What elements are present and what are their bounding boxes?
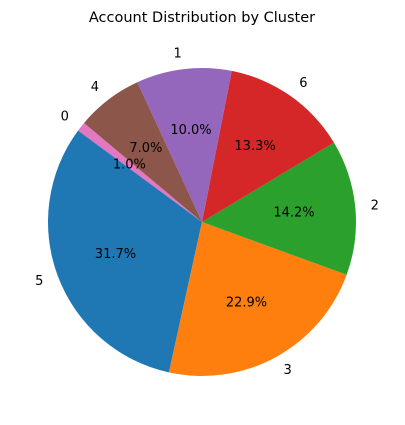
slice-label-2: 2 bbox=[371, 198, 379, 213]
slice-percent-2: 14.2% bbox=[273, 206, 314, 221]
slice-label-0: 0 bbox=[61, 110, 69, 125]
slice-label-6: 6 bbox=[299, 76, 307, 91]
slice-percent-4: 7.0% bbox=[129, 141, 162, 156]
slice-percent-1: 10.0% bbox=[170, 123, 211, 138]
slice-percent-5: 31.7% bbox=[95, 247, 136, 262]
slice-percent-6: 13.3% bbox=[234, 139, 275, 154]
chart-title: Account Distribution by Cluster bbox=[89, 10, 315, 26]
slice-label-3: 3 bbox=[284, 363, 292, 378]
slice-label-5: 5 bbox=[35, 274, 43, 289]
slice-percent-3: 22.9% bbox=[226, 295, 267, 310]
slice-label-1: 1 bbox=[174, 46, 182, 61]
slice-label-4: 4 bbox=[91, 80, 99, 95]
slice-percent-0: 1.0% bbox=[113, 157, 146, 172]
pie-slices bbox=[48, 68, 356, 376]
